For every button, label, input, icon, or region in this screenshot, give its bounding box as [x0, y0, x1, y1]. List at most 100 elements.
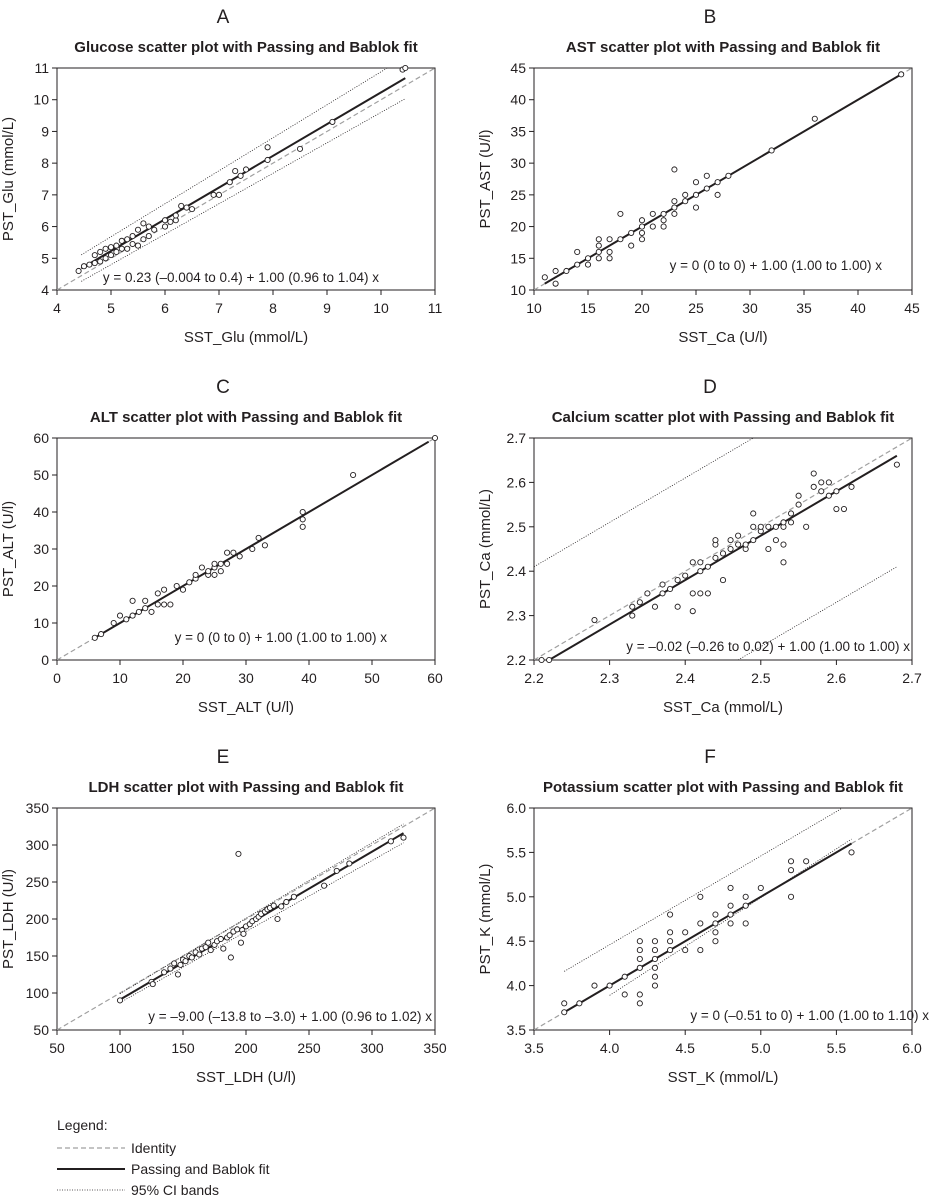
data-point: [810, 470, 817, 477]
ci-upper-band: [81, 68, 388, 256]
x-tick-label: 8: [269, 300, 277, 316]
data-point: [768, 147, 775, 154]
data-point: [207, 947, 214, 954]
y-tick-label: 50: [33, 1022, 49, 1038]
data-point: [116, 997, 124, 1004]
data-point: [636, 599, 643, 606]
data-point: [299, 508, 306, 516]
data-point: [124, 245, 131, 252]
data-point: [148, 608, 155, 615]
plot-area: [534, 808, 912, 1030]
data-point: [145, 223, 152, 230]
identity-line: [57, 68, 435, 290]
data-point: [765, 523, 772, 530]
panel-letter: B: [704, 7, 717, 28]
data-point: [236, 553, 243, 560]
data-point: [196, 951, 203, 958]
data-point: [704, 563, 711, 570]
data-point: [346, 860, 353, 867]
data-point: [833, 505, 840, 513]
data-point: [840, 505, 848, 513]
data-point: [742, 902, 749, 909]
data-point: [134, 226, 142, 233]
data-point: [235, 850, 242, 857]
data-point: [210, 191, 217, 198]
data-point: [703, 172, 710, 179]
data-point: [719, 577, 727, 584]
x-tick-label: 0: [53, 670, 61, 686]
x-tick-label: 2.6: [827, 670, 847, 686]
data-point: [226, 932, 233, 939]
data-point: [591, 982, 598, 989]
data-point: [750, 537, 757, 544]
data-point: [142, 597, 149, 604]
x-axis-label: SST_Glu (mmol/L): [184, 329, 308, 346]
panel-letter: D: [703, 377, 717, 398]
ci-lower-band: [119, 842, 404, 1003]
data-point: [124, 236, 131, 243]
data-point: [651, 982, 659, 989]
data-point: [712, 920, 719, 927]
x-tick-label: 2.5: [751, 670, 771, 686]
data-point: [576, 1000, 583, 1007]
data-point: [333, 867, 340, 874]
x-tick-label: 20: [175, 670, 191, 686]
data-point: [689, 559, 696, 566]
y-tick-label: 40: [33, 504, 49, 520]
data-point: [649, 210, 656, 217]
data-point: [714, 179, 721, 186]
data-point: [80, 263, 88, 270]
data-point: [237, 939, 245, 946]
y-tick-label: 2.5: [507, 519, 527, 535]
data-point: [177, 961, 184, 968]
data-point: [825, 479, 832, 486]
x-tick-label: 300: [360, 1040, 384, 1056]
data-point: [220, 945, 227, 952]
x-tick-label: 40: [301, 670, 317, 686]
chart-panel-d: D Calcium scatter plot with Passing and B…: [477, 377, 922, 716]
data-point: [234, 926, 241, 933]
data-point: [636, 964, 643, 971]
plot-frame: [533, 807, 913, 1031]
data-point: [400, 834, 407, 841]
data-point: [264, 144, 271, 151]
y-tick-label: 300: [26, 837, 50, 853]
y-tick-label: 30: [510, 155, 526, 171]
data-point: [329, 118, 336, 125]
plot-frame: [56, 67, 436, 291]
data-point: [674, 577, 681, 584]
data-point: [606, 982, 613, 989]
data-point: [742, 920, 749, 927]
panel-letter: C: [216, 377, 230, 398]
data-point: [636, 955, 643, 963]
data-point: [682, 198, 689, 205]
y-tick-label: 45: [510, 60, 526, 76]
data-point: [255, 534, 262, 541]
data-point: [290, 893, 297, 900]
data-point: [595, 242, 602, 249]
regression-equation: y = –0.02 (–0.26 to 0.02) + 1.00 (1.00 t…: [626, 639, 910, 654]
y-tick-label: 2.3: [507, 608, 527, 624]
y-tick-label: 25: [510, 187, 526, 203]
data-point: [757, 523, 764, 530]
data-point: [735, 541, 742, 548]
data-point: [772, 537, 779, 544]
data-point: [161, 601, 168, 608]
panel-letter: E: [217, 747, 230, 768]
x-tick-label: 6: [161, 300, 169, 316]
x-axis-label: SST_K (mmol/L): [668, 1069, 779, 1086]
chart-title: Potassium scatter plot with Passing and …: [543, 779, 903, 796]
data-point: [118, 245, 125, 252]
x-tick-label: 35: [796, 300, 812, 316]
data-point: [217, 935, 224, 943]
y-axis-label: PST_K (mmol/L): [477, 864, 494, 975]
plot-area: [534, 68, 912, 290]
ci-lower-band: [81, 98, 406, 282]
y-tick-label: 3.5: [507, 1022, 527, 1038]
x-tick-label: 9: [323, 300, 331, 316]
data-point: [660, 223, 667, 230]
chart-panel-c: C ALT scatter plot with Passing and Bablo…: [0, 377, 443, 716]
x-tick-label: 10: [112, 670, 128, 686]
data-point: [123, 616, 130, 623]
